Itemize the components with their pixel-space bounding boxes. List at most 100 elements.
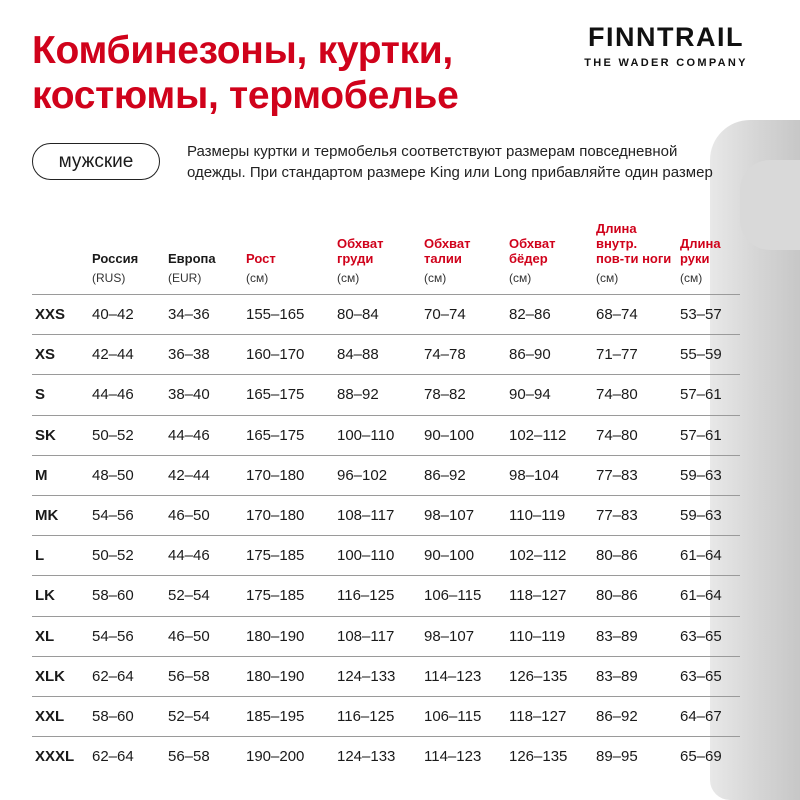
table-cell: 50–52 <box>92 547 134 565</box>
table-cell: 48–50 <box>92 466 134 484</box>
table-cell: 84–88 <box>337 346 379 364</box>
column-label: Россия <box>92 251 139 266</box>
table-cell: 56–58 <box>168 667 210 685</box>
table-cell: 175–185 <box>246 587 305 605</box>
table-row: LK 58–60 52–54 175–185 116–125 106–115 118–127… <box>0 576 800 616</box>
size-label: S <box>35 386 46 404</box>
table-cell: 64–67 <box>680 708 722 725</box>
size-note: Размеры куртки и термобелья соответствую… <box>187 141 747 183</box>
table-cell: 56–58 <box>168 748 210 766</box>
table-cell: 88–92 <box>337 386 379 404</box>
table-cell: 110–119 <box>509 627 566 645</box>
column-header: Обхват талии (см) <box>424 236 470 286</box>
table-row: XXS 40–42 34–36 155–165 80–84 70–74 82–86 68–74… <box>0 295 800 335</box>
table-cell: 96–102 <box>337 466 388 484</box>
column-unit: (см) <box>680 271 703 285</box>
table-cell: 78–82 <box>424 386 466 404</box>
table-cell: 44–46 <box>168 426 210 444</box>
model-photo <box>690 120 800 800</box>
table-cell: 83–89 <box>596 627 638 645</box>
column-header: Обхват бёдер (см) <box>509 236 555 286</box>
column-unit: (EUR) <box>168 271 202 285</box>
category-badge: мужские <box>32 143 160 180</box>
table-cell: 59–63 <box>680 507 722 524</box>
table-cell: 80–86 <box>596 587 638 605</box>
column-header: Европа (EUR) <box>168 251 216 286</box>
table-cell: 36–38 <box>168 346 210 364</box>
table-cell: 61–64 <box>680 587 722 605</box>
table-cell: 50–52 <box>92 426 134 444</box>
table-cell: 83–89 <box>596 667 638 685</box>
column-header: Россия (RUS) <box>92 251 138 286</box>
column-unit: (см) <box>424 271 447 285</box>
size-label: L <box>35 547 45 565</box>
table-cell: 62–64 <box>92 748 134 766</box>
table-cell: 77–83 <box>596 466 638 484</box>
table-cell: 106–115 <box>424 708 482 725</box>
table-cell: 80–84 <box>337 306 379 323</box>
table-cell: 42–44 <box>168 466 210 484</box>
table-cell: 53–57 <box>680 306 722 323</box>
page-title: Комбинезоны, куртки, костюмы, термобелье <box>32 28 459 118</box>
table-cell: 114–123 <box>424 748 482 766</box>
table-cell: 165–175 <box>246 426 305 444</box>
table-cell: 59–63 <box>680 466 722 484</box>
table-cell: 86–92 <box>596 708 638 725</box>
table-row: XXL 58–60 52–54 185–195 116–125 106–115 118–12… <box>0 697 800 737</box>
column-unit: (RUS) <box>92 271 126 285</box>
table-row: MK 54–56 46–50 170–180 108–117 98–107 110–119 7… <box>0 496 800 536</box>
row-divider <box>32 495 740 496</box>
table-cell: 170–180 <box>246 507 305 524</box>
table-cell: 100–110 <box>337 426 395 444</box>
table-cell: 57–61 <box>680 386 722 404</box>
table-cell: 55–59 <box>680 346 722 364</box>
table-header: Россия (RUS) Европа (EUR) Рост (см) Обхват груд… <box>0 200 800 285</box>
column-unit: (см) <box>596 271 619 285</box>
table-cell: 44–46 <box>168 547 210 565</box>
table-cell: 65–69 <box>680 748 722 766</box>
row-divider <box>32 655 740 657</box>
size-label: XLK <box>35 667 65 685</box>
row-divider <box>32 736 740 738</box>
row-divider <box>32 575 740 577</box>
row-divider <box>32 414 740 416</box>
title-line-2: костюмы, термобелье <box>32 74 459 117</box>
size-label: XXXL <box>35 748 75 766</box>
table-cell: 170–180 <box>246 466 305 484</box>
table-cell: 38–40 <box>168 386 210 404</box>
table-cell: 42–44 <box>92 346 134 364</box>
table-cell: 160–170 <box>246 346 305 364</box>
column-label: Длина внутр. пов-ти ноги <box>596 221 672 266</box>
row-divider <box>32 615 740 617</box>
table-cell: 108–117 <box>337 507 395 524</box>
table-cell: 80–86 <box>596 547 638 565</box>
table-cell: 185–195 <box>246 708 305 725</box>
table-row: L 50–52 44–46 175–185 100–110 90–100 102–112 80… <box>0 536 800 576</box>
table-row: M 48–50 42–44 170–180 96–102 86–92 98–104 77–83… <box>0 456 800 496</box>
column-label: Европа <box>168 251 216 266</box>
column-header: Рост (см) <box>246 251 276 286</box>
table-cell: 180–190 <box>246 627 305 645</box>
table-cell: 82–86 <box>509 306 551 323</box>
table-cell: 52–54 <box>168 587 210 605</box>
table-cell: 63–65 <box>680 627 722 645</box>
table-cell: 98–104 <box>509 466 560 484</box>
table-cell: 46–50 <box>168 507 210 524</box>
table-cell: 57–61 <box>680 426 722 444</box>
table-cell: 118–127 <box>509 587 567 605</box>
table-cell: 44–46 <box>92 386 134 404</box>
size-label: LK <box>35 587 55 605</box>
table-cell: 74–80 <box>596 386 638 404</box>
table-cell: 98–107 <box>424 627 475 645</box>
table-row: XLK 62–64 56–58 180–190 124–133 114–123 126–13… <box>0 657 800 697</box>
table-cell: 90–94 <box>509 386 551 404</box>
table-cell: 124–133 <box>337 667 396 685</box>
table-cell: 74–78 <box>424 346 466 364</box>
table-row: XXXL 62–64 56–58 190–200 124–133 114–123 126–1… <box>0 737 800 777</box>
table-cell: 98–107 <box>424 507 475 524</box>
table-cell: 63–65 <box>680 667 722 685</box>
row-divider <box>32 454 740 456</box>
row-divider <box>32 696 740 697</box>
size-label: SK <box>35 426 56 444</box>
table-cell: 86–92 <box>424 466 466 484</box>
